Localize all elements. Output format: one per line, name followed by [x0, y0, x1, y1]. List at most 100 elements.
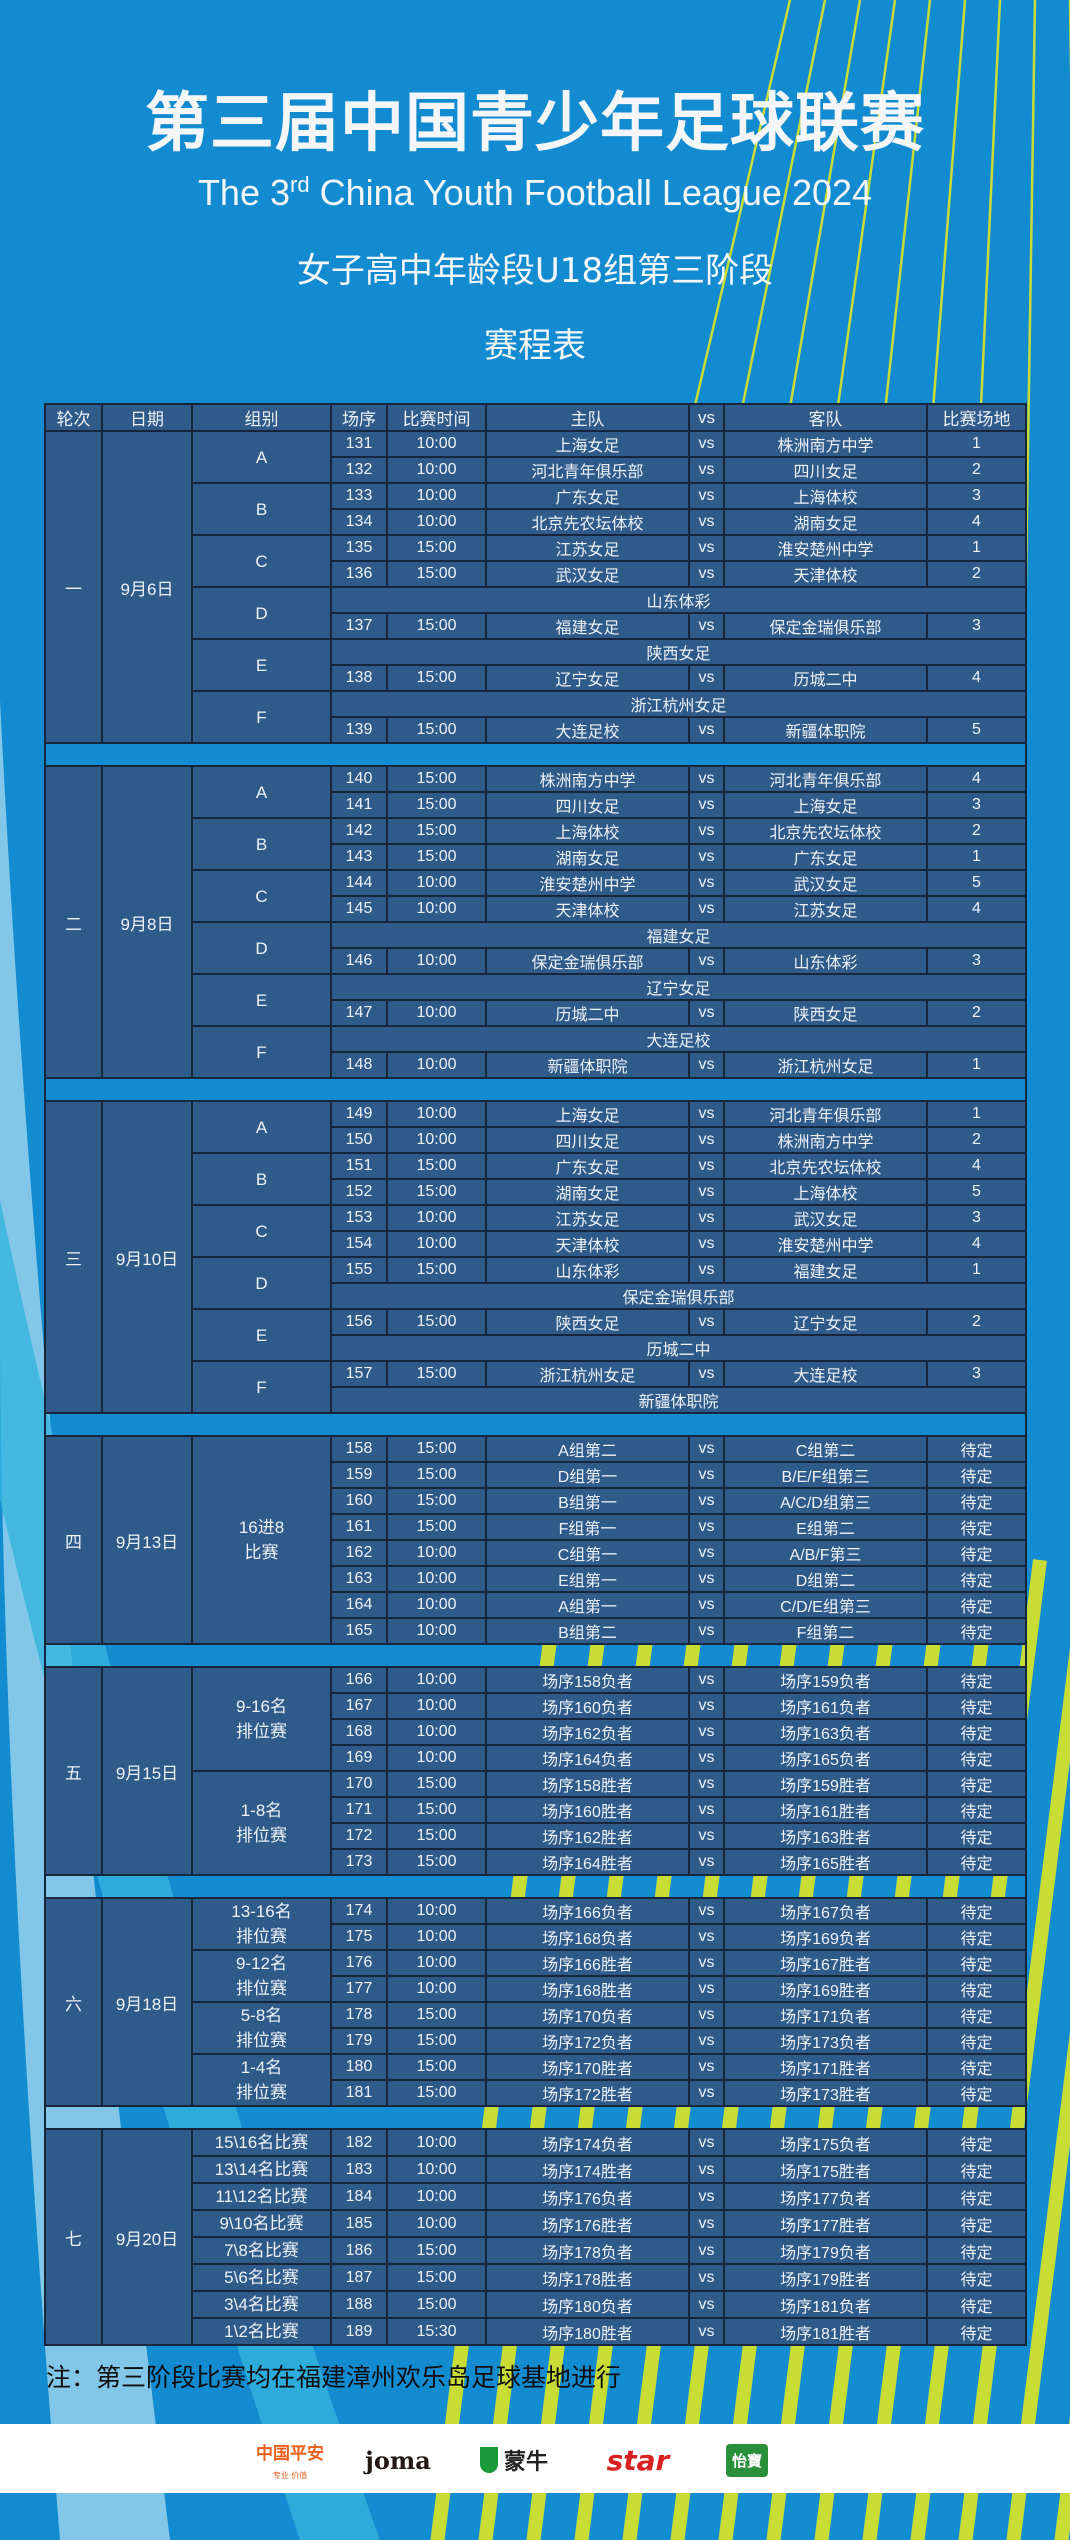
- deco-stripe: [1023, 0, 1037, 641]
- venue: 待定: [926, 2155, 1027, 2184]
- date-cell: 9月13日: [101, 1435, 193, 1645]
- match-number: 187: [330, 2263, 388, 2292]
- group-cell: 5\6名比赛: [191, 2263, 332, 2292]
- group-cell: D: [191, 921, 332, 975]
- away-team: 辽宁女足: [723, 1308, 928, 1336]
- team-cell: 保定金瑞俱乐部: [330, 1282, 1027, 1310]
- venue: 4: [926, 664, 1027, 692]
- vs-label: vs: [688, 1230, 725, 1258]
- mengniu-emblem-icon: [479, 2447, 498, 2473]
- home-team: 场序178负者: [485, 2236, 690, 2265]
- away-team: D组第二: [723, 1565, 928, 1593]
- home-team: 场序164胜者: [485, 1848, 690, 1876]
- match-time: 10:00: [386, 2182, 487, 2211]
- vs-label: vs: [688, 716, 725, 744]
- match-time: 15:00: [386, 534, 487, 562]
- match-number: 183: [330, 2155, 388, 2184]
- home-team: C组第一: [485, 1539, 690, 1567]
- match-time: 15:00: [386, 1487, 487, 1515]
- group-cell: 16进8 比赛: [191, 1435, 332, 1645]
- match-number: 131: [330, 430, 388, 458]
- vs-label: vs: [688, 1744, 725, 1772]
- team-cell: 辽宁女足: [330, 973, 1027, 1001]
- match-time: 15:00: [386, 716, 487, 744]
- home-team: 上海女足: [485, 430, 690, 458]
- match-number: 184: [330, 2182, 388, 2211]
- vs-label: vs: [688, 1617, 725, 1645]
- home-team: 广东女足: [485, 482, 690, 510]
- match-time: 15:00: [386, 1308, 487, 1336]
- venue: 4: [926, 1230, 1027, 1258]
- match-number: 164: [330, 1591, 388, 1619]
- home-team: 场序160胜者: [485, 1796, 690, 1824]
- home-team: B组第二: [485, 1617, 690, 1645]
- column-header: 组别: [191, 403, 332, 432]
- match-time: 10:00: [386, 1692, 487, 1720]
- match-time: 10:00: [386, 482, 487, 510]
- away-team: 场序173负者: [723, 2027, 928, 2055]
- match-number: 168: [330, 1718, 388, 1746]
- match-time: 15:00: [386, 1256, 487, 1284]
- match-row: B 151 15:00 广东女足 vs 北京先农坛体校 4: [45, 1152, 1027, 1206]
- match-time: 15:00: [386, 1360, 487, 1388]
- home-team: 陕西女足: [485, 1308, 690, 1336]
- match-row: 148 10:00 新疆体职院 vs 浙江杭州女足 1: [45, 1051, 1027, 1079]
- match-number: 174: [330, 1897, 388, 1925]
- sponsor-bar: 中国平安 专业·价值 joma 蒙牛 star 怡寶: [0, 2424, 1070, 2493]
- team-row: D 山东体彩: [45, 586, 1027, 640]
- match-number: 188: [330, 2290, 388, 2319]
- sponsor-logo-joma: joma: [358, 2439, 438, 2481]
- vs-label: vs: [688, 1360, 725, 1388]
- match-time: 10:00: [386, 1100, 487, 1128]
- venue: 待定: [926, 1822, 1027, 1850]
- match-row: 172 15:00 场序162胜者 vs 场序163胜者 待定: [45, 1822, 1027, 1850]
- match-row: 179 15:00 场序172负者 vs 场序173负者 待定: [45, 2027, 1027, 2055]
- group-cell: E: [191, 973, 332, 1027]
- group-cell: D: [191, 1256, 332, 1310]
- away-team: A/C/D组第三: [723, 1487, 928, 1515]
- venue: 待定: [926, 1435, 1027, 1463]
- match-number: 147: [330, 999, 388, 1027]
- home-team: 四川女足: [485, 791, 690, 819]
- separator-cell: [44, 1643, 1027, 1668]
- away-team: 历城二中: [723, 664, 928, 692]
- away-team: 场序165负者: [723, 1744, 928, 1772]
- match-row: 159 15:00 D组第一 vs B/E/F组第三 待定: [45, 1461, 1027, 1489]
- venue: 2: [926, 560, 1027, 588]
- vs-label: vs: [688, 508, 725, 536]
- venue: 待定: [926, 2182, 1027, 2211]
- vs-label: vs: [688, 947, 725, 975]
- match-row: 177 10:00 场序168胜者 vs 场序169胜者 待定: [45, 1975, 1027, 2003]
- match-number: 157: [330, 1360, 388, 1388]
- date-cell: 9月18日: [101, 1897, 193, 2107]
- away-team: 广东女足: [723, 843, 928, 871]
- vs-label: vs: [688, 2027, 725, 2055]
- english-title-ordinal: rd: [290, 172, 310, 197]
- match-time: 10:00: [386, 1897, 487, 1925]
- column-header: vs: [688, 403, 725, 432]
- venue: 5: [926, 1178, 1027, 1206]
- home-team: 山东体彩: [485, 1256, 690, 1284]
- group-cell: 1-8名 排位赛: [191, 1770, 332, 1876]
- match-time: 15:00: [386, 560, 487, 588]
- away-team: B/E/F组第三: [723, 1461, 928, 1489]
- match-row: B 133 10:00 广东女足 vs 上海体校 3: [45, 482, 1027, 536]
- sponsor-logo-yibao: 怡寶: [718, 2439, 776, 2481]
- match-number: 185: [330, 2209, 388, 2238]
- column-header: 比赛场地: [926, 403, 1027, 432]
- match-time: 10:00: [386, 1923, 487, 1951]
- match-number: 159: [330, 1461, 388, 1489]
- match-number: 162: [330, 1539, 388, 1567]
- away-team: 北京先农坛体校: [723, 817, 928, 845]
- round-cell: 六: [44, 1897, 103, 2107]
- match-time: 10:00: [386, 1591, 487, 1619]
- match-time: 15:00: [386, 2053, 487, 2081]
- vs-label: vs: [688, 817, 725, 845]
- vs-label: vs: [688, 791, 725, 819]
- separator-cell: [44, 2105, 1027, 2130]
- home-team: 场序176负者: [485, 2182, 690, 2211]
- match-row: 169 10:00 场序164负者 vs 场序165负者 待定: [45, 1744, 1027, 1772]
- match-row: 164 10:00 A组第一 vs C/D/E组第三 待定: [45, 1591, 1027, 1619]
- venue: 2: [926, 817, 1027, 845]
- vs-label: vs: [688, 869, 725, 897]
